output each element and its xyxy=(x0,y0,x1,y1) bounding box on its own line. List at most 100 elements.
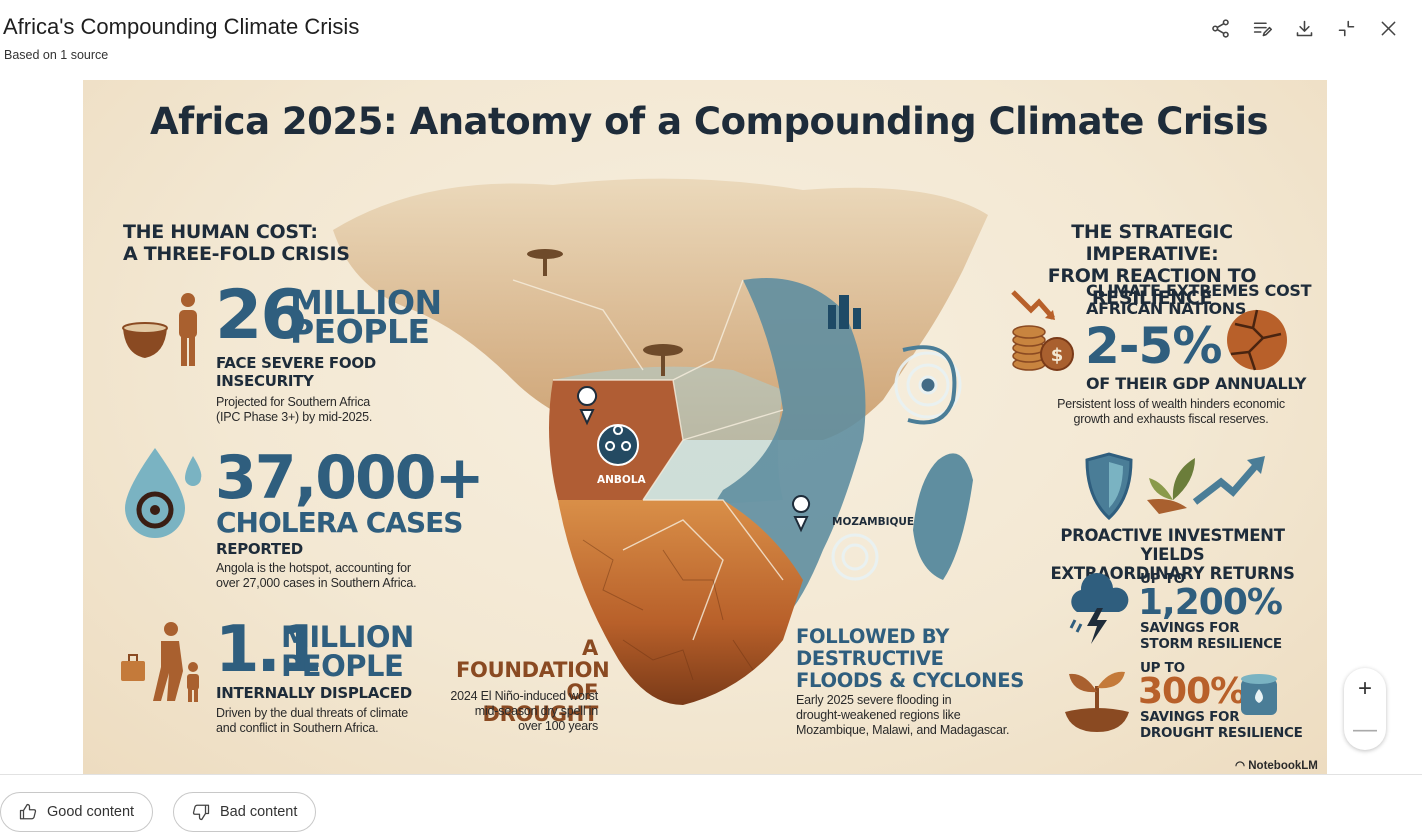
close-button[interactable] xyxy=(1372,14,1404,42)
drought-res-upto: UP TO xyxy=(1140,660,1185,676)
gdp-number: 2-5% xyxy=(1085,317,1222,375)
share-icon xyxy=(1211,18,1229,38)
note-line: Persistent loss of wealth hinders econom… xyxy=(1057,397,1285,411)
collapse-icon xyxy=(1338,20,1354,36)
label-line: FACE SEVERE FOOD xyxy=(216,354,376,372)
unit-line: PEOPLE xyxy=(290,312,430,351)
share-button[interactable] xyxy=(1204,14,1236,42)
close-icon xyxy=(1381,21,1395,35)
note-line: Driven by the dual threats of climate xyxy=(216,706,409,720)
unit-line: MILLION xyxy=(290,283,442,322)
gdp-label-bottom: OF THEIR GDP ANNUALLY xyxy=(1086,374,1307,393)
feedback-bar: Good content Bad content xyxy=(0,774,1422,836)
label-line: SAVINGS FOR xyxy=(1140,620,1240,636)
stat-displaced-unit: MILLION PEOPLE xyxy=(281,623,414,681)
heading-line: THE HUMAN COST: xyxy=(123,221,318,243)
note-line: drought-weakened regions like xyxy=(796,708,961,722)
heading-line: A THREE-FOLD CRISIS xyxy=(123,243,350,265)
note-line: Early 2025 severe flooding in xyxy=(796,693,952,707)
storm-label: SAVINGS FOR STORM RESILIENCE xyxy=(1140,620,1282,652)
note-line: (IPC Phase 3+) by mid-2025. xyxy=(216,410,373,424)
heading-line: EXTRAORDINARY RETURNS xyxy=(1050,564,1295,583)
stat-displaced-note: Driven by the dual threats of climate an… xyxy=(216,706,408,736)
heading-line: FLOODS & CYCLONES xyxy=(796,669,1024,692)
unit-line: PEOPLE xyxy=(281,649,404,683)
edit-notes-icon xyxy=(1253,21,1272,36)
collapse-button[interactable] xyxy=(1330,14,1362,42)
unit-line: MILLION xyxy=(281,620,414,654)
notebooklm-watermark: ◠ NotebookLM xyxy=(1235,758,1318,772)
download-button[interactable] xyxy=(1288,14,1320,42)
zoom-in-button[interactable]: + xyxy=(1357,674,1372,702)
drought-res-label: SAVINGS FOR DROUGHT RESILIENCE xyxy=(1140,709,1303,741)
heading-line: A FOUNDATION xyxy=(456,636,610,682)
heading-line: THE STRATEGIC IMPERATIVE: xyxy=(1071,221,1233,265)
infographic-image: ANBOLA MOZAMBIQUE Africa 2025: Anatomy o… xyxy=(83,80,1327,774)
heading-line: OF DROUGHT xyxy=(482,680,598,726)
edit-notes-button[interactable] xyxy=(1246,14,1278,42)
heading-line: FOLLOWED BY xyxy=(796,625,950,648)
water-tank-icon xyxy=(1241,674,1277,715)
label-line: SAVINGS FOR xyxy=(1140,709,1240,725)
toolbar xyxy=(1204,14,1404,42)
bowl-person-icon xyxy=(122,293,197,366)
stat-cholera-unit: CHOLERA CASES xyxy=(216,506,463,539)
bad-content-button[interactable]: Bad content xyxy=(173,792,317,832)
strategic-heading: THE STRATEGIC IMPERATIVE: FROM REACTION … xyxy=(1012,221,1292,309)
drought-note: 2024 El Niño-induced worst mid-season dr… xyxy=(438,689,598,734)
human-cost-heading: THE HUMAN COST: A THREE-FOLD CRISIS xyxy=(123,221,350,265)
coins-icon: $ xyxy=(1011,290,1074,371)
drought-heading: A FOUNDATION OF DROUGHT xyxy=(456,636,610,726)
map-label-angola: ANBOLA xyxy=(597,474,646,486)
stat-displaced-number: 1.1 xyxy=(215,613,322,687)
stat-displaced-label: INTERNALLY DISPLACED xyxy=(216,684,412,702)
header: Africa's Compounding Climate Crisis Base… xyxy=(0,0,1422,76)
storm-upto: UP TO xyxy=(1140,571,1185,587)
storm-cloud-icon xyxy=(1069,572,1129,644)
note-line: 2024 El Niño-induced worst xyxy=(450,689,598,703)
svg-text:$: $ xyxy=(1051,345,1064,366)
thumbs-down-icon xyxy=(192,804,210,821)
bad-content-label: Bad content xyxy=(220,804,298,820)
infographic-title: Africa 2025: Anatomy of a Compounding Cl… xyxy=(149,100,1269,143)
good-content-button[interactable]: Good content xyxy=(0,792,154,832)
floods-heading: FOLLOWED BY DESTRUCTIVE FLOODS & CYCLONE… xyxy=(796,626,1024,692)
sprout-icon xyxy=(1065,671,1129,732)
investment-heading: PROACTIVE INVESTMENT YIELDS EXTRAORDINAR… xyxy=(1035,526,1310,583)
map-label-mozambique: MOZAMBIQUE xyxy=(832,516,915,528)
africa-map xyxy=(333,178,988,705)
label-line: INSECURITY xyxy=(216,372,314,390)
heading-line: FROM REACTION TO RESILIENCE xyxy=(1047,265,1257,309)
zoom-out-button[interactable]: — xyxy=(1353,715,1377,743)
biohazard-drop-icon xyxy=(125,448,202,538)
heading-line: PROACTIVE INVESTMENT YIELDS xyxy=(1060,526,1285,564)
label-line: CLIMATE EXTREMES COST xyxy=(1086,281,1312,300)
cracked-earth-icon xyxy=(1227,309,1287,371)
note-line: Projected for Southern Africa xyxy=(216,395,371,409)
stat-26-label: FACE SEVERE FOOD INSECURITY xyxy=(216,354,376,390)
download-icon xyxy=(1296,20,1312,36)
source-count: Based on 1 source xyxy=(4,48,109,62)
shield-growth-icon xyxy=(1085,452,1265,521)
note-line: mid-season dry spell in xyxy=(474,704,598,718)
note-line: and conflict in Southern Africa. xyxy=(216,721,379,735)
floods-note: Early 2025 severe flooding in drought-we… xyxy=(796,693,1009,738)
stat-26-number: 26 xyxy=(215,276,308,355)
gdp-label-top: CLIMATE EXTREMES COST AFRICAN NATIONS xyxy=(1086,281,1312,318)
good-content-label: Good content xyxy=(47,804,135,820)
zoom-control: + — xyxy=(1344,668,1386,750)
note-line: Angola is the hotspot, accounting for xyxy=(216,561,411,575)
displaced-family-icon xyxy=(121,622,199,702)
note-line: growth and exhausts fiscal reserves. xyxy=(1073,412,1269,426)
stat-26-unit: MILLION PEOPLE xyxy=(290,283,442,351)
stat-cholera-label: REPORTED xyxy=(216,540,303,558)
label-line: STORM RESILIENCE xyxy=(1140,636,1282,652)
note-line: over 27,000 cases in Southern Africa. xyxy=(216,576,417,590)
notebooklm-logo-icon: ◠ xyxy=(1235,760,1246,772)
heading-line: DESTRUCTIVE xyxy=(796,647,944,670)
label-line: AFRICAN NATIONS xyxy=(1086,299,1247,318)
page-title: Africa's Compounding Climate Crisis xyxy=(3,14,360,39)
storm-number: 1,200% xyxy=(1138,582,1283,623)
note-line: over 100 years xyxy=(518,719,598,733)
watermark-text: NotebookLM xyxy=(1248,760,1318,772)
